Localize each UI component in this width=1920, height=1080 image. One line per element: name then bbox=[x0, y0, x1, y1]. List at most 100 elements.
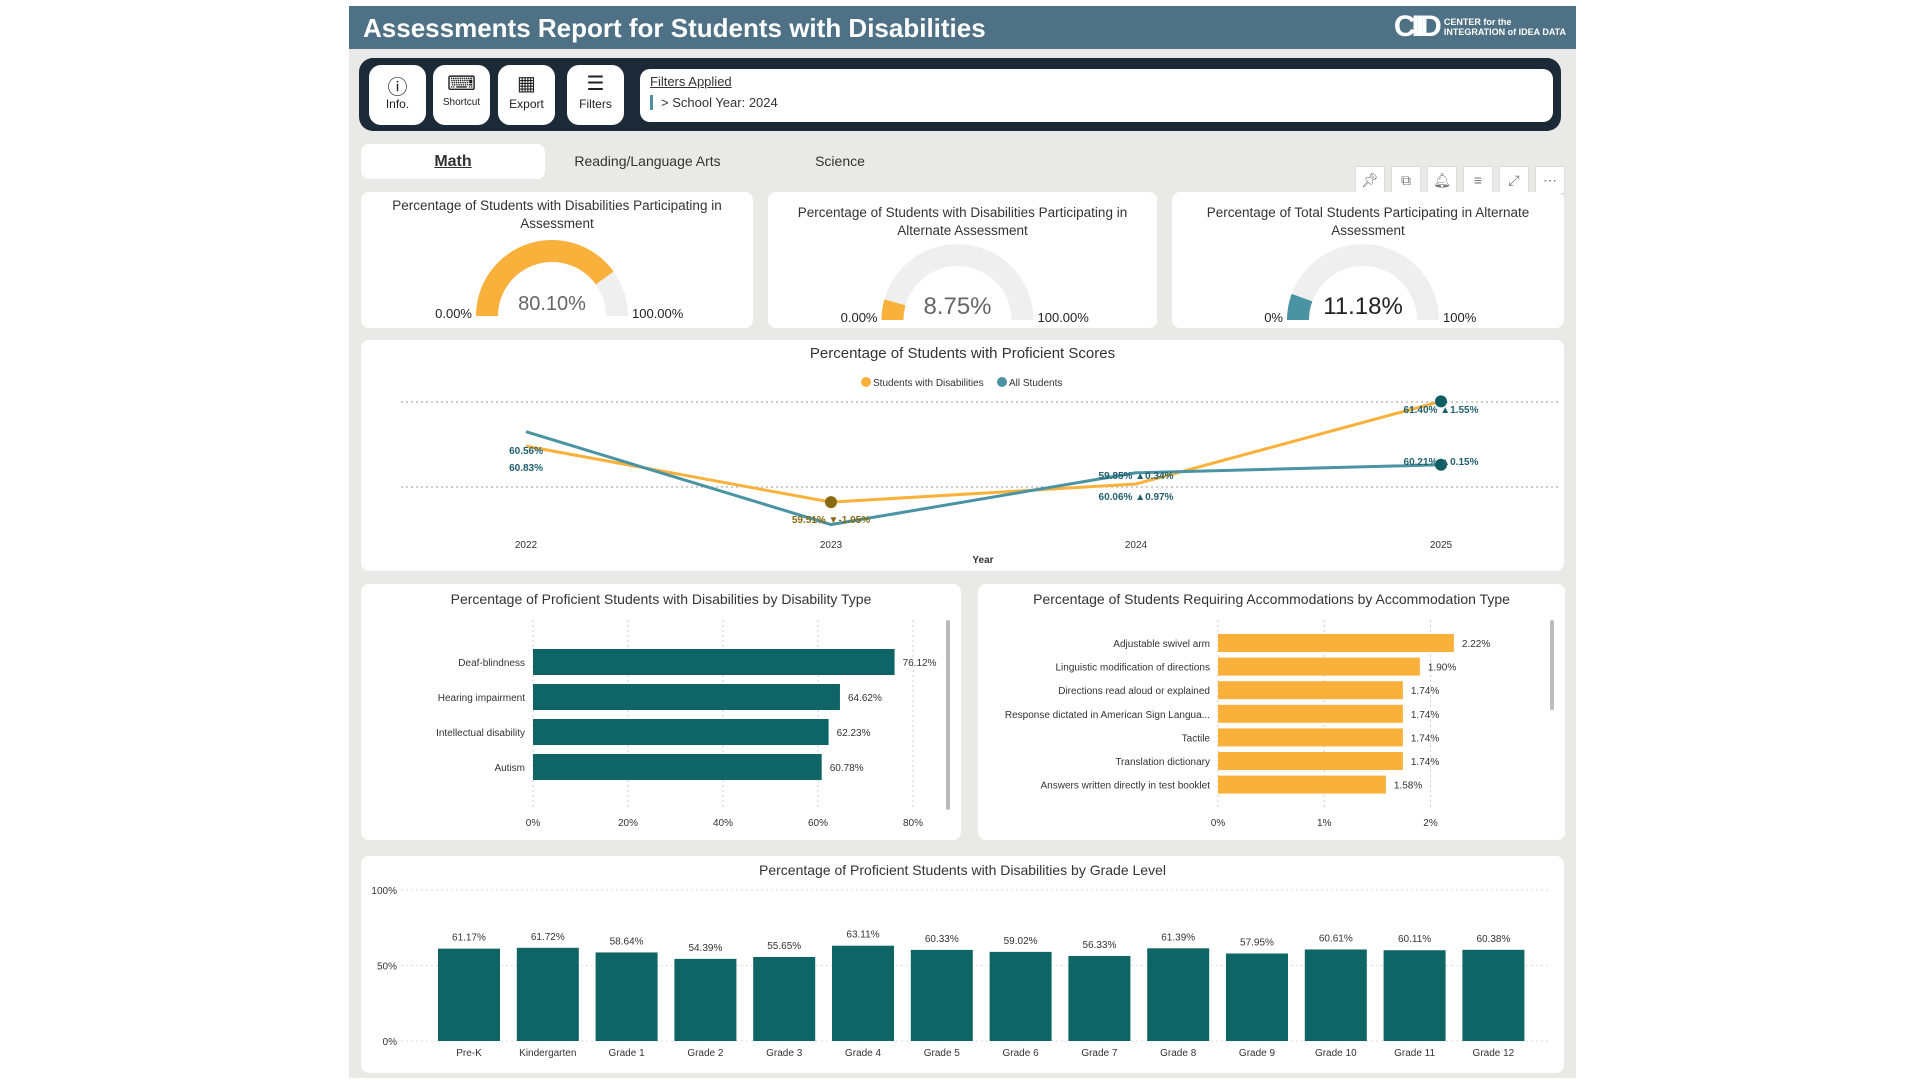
gauge-track bbox=[881, 244, 1034, 320]
gauge-fill bbox=[881, 299, 906, 320]
chart-title: Percentage of Students Requiring Accommo… bbox=[1033, 591, 1510, 607]
data-label: 59.51% ▼-1.05% bbox=[792, 515, 870, 526]
disability-type-bar-chart: Percentage of Proficient Students with D… bbox=[361, 584, 961, 840]
bar bbox=[1226, 953, 1288, 1041]
x-tick-label: 60% bbox=[808, 818, 828, 829]
sliders-icon: ☰ bbox=[586, 73, 605, 95]
x-tick-label: 2024 bbox=[1125, 540, 1148, 551]
bell-icon[interactable]: 🔔︎ bbox=[1427, 166, 1457, 194]
x-tick-label: Grade 6 bbox=[1003, 1048, 1040, 1059]
x-tick-label: 80% bbox=[903, 818, 923, 829]
report-header: Assessments Report for Students with Dis… bbox=[349, 6, 1576, 49]
proficient-scores-line-chart: Percentage of Students with Proficient S… bbox=[361, 340, 1564, 571]
x-tick-label: Grade 1 bbox=[609, 1048, 646, 1059]
x-tick-label: 1% bbox=[1317, 818, 1332, 829]
data-point bbox=[1435, 395, 1447, 408]
data-label: 76.12% bbox=[903, 658, 937, 669]
gauge-value: 8.75% bbox=[923, 293, 991, 320]
bar bbox=[989, 951, 1052, 1041]
chart-title: Percentage of Proficient Students with D… bbox=[450, 591, 872, 607]
tab-reading-language-arts[interactable]: Reading/Language Arts bbox=[574, 153, 721, 169]
more-options-icon[interactable]: ⋯ bbox=[1535, 166, 1565, 194]
data-label: 59.85% ▲0.34% bbox=[1099, 471, 1174, 482]
category-label: Hearing impairment bbox=[438, 693, 525, 704]
gauge-title: Percentage of Students with Disabilities… bbox=[797, 205, 1128, 238]
tab-math[interactable]: Math bbox=[361, 144, 545, 179]
x-tick-label: 40% bbox=[713, 818, 733, 829]
data-label: 60.06% ▲0.97% bbox=[1099, 492, 1174, 503]
focus-mode-icon[interactable]: ⤢ bbox=[1499, 166, 1529, 194]
gauge-card: Percentage of Total Students Participati… bbox=[1172, 192, 1564, 328]
data-label: 1.58% bbox=[1394, 781, 1422, 792]
x-tick-label: Kindergarten bbox=[519, 1048, 576, 1059]
info-icon: ⓘ bbox=[387, 77, 408, 99]
data-label: 56.33% bbox=[1082, 940, 1116, 951]
legend-marker bbox=[997, 377, 1007, 387]
copy-icon[interactable]: ⧉ bbox=[1391, 166, 1421, 194]
gauge-min-label: 0% bbox=[1264, 310, 1283, 325]
data-label: 60.83% bbox=[509, 463, 543, 474]
x-tick-label: Grade 8 bbox=[1160, 1048, 1197, 1059]
category-label: Answers written directly in test booklet bbox=[1040, 781, 1210, 792]
data-label: 1.90% bbox=[1428, 663, 1456, 674]
data-label: 55.65% bbox=[767, 941, 801, 952]
bar bbox=[753, 956, 816, 1041]
x-tick-label: 2022 bbox=[515, 540, 538, 551]
x-tick-label: Grade 12 bbox=[1473, 1048, 1515, 1059]
x-tick-label: Grade 2 bbox=[687, 1048, 724, 1059]
bar bbox=[1218, 728, 1403, 747]
gauge-card: Percentage of Students with Disabilities… bbox=[361, 192, 753, 328]
data-label: 60.11% bbox=[1398, 934, 1431, 945]
data-label: 57.95% bbox=[1240, 937, 1274, 948]
tab-science[interactable]: Science bbox=[815, 153, 865, 169]
toolbar: ⓘ Info. ⌨ Shortcut ▦ Export ☰ Filters Filter… bbox=[359, 58, 1561, 131]
gauge-max-label: 100% bbox=[1443, 310, 1477, 325]
filters-applied-link[interactable]: Filters Applied bbox=[650, 74, 732, 89]
gauge-track bbox=[1287, 244, 1439, 320]
bar bbox=[533, 719, 829, 745]
shortcut-button[interactable]: ⌨ Shortcut bbox=[433, 65, 490, 125]
y-tick-label: 50% bbox=[377, 962, 397, 973]
gauge-max-label: 100.00% bbox=[1038, 310, 1090, 325]
bar bbox=[533, 754, 822, 780]
bar bbox=[1383, 950, 1446, 1041]
bar bbox=[1462, 949, 1525, 1041]
series-line bbox=[525, 430, 1442, 527]
legend-label: Students with Disabilities bbox=[873, 378, 984, 389]
data-label: 61.17% bbox=[452, 933, 486, 944]
category-label: Deaf-blindness bbox=[458, 658, 525, 669]
page-title: Assessments Report for Students with Dis… bbox=[363, 13, 986, 43]
filters-button[interactable]: ☰ Filters bbox=[567, 65, 624, 125]
pin-icon[interactable]: 📌︎ bbox=[1355, 166, 1385, 194]
x-tick-label: 0% bbox=[526, 818, 541, 829]
y-tick-label: 0% bbox=[383, 1037, 398, 1048]
x-tick-label: Grade 7 bbox=[1081, 1048, 1118, 1059]
accommodation-type-bar-chart: Percentage of Students Requiring Accommo… bbox=[978, 584, 1565, 840]
filter-icon[interactable]: ≡ bbox=[1463, 166, 1493, 194]
x-tick-label: Pre-K bbox=[456, 1048, 482, 1059]
filter-value: > School Year: 2024 bbox=[650, 95, 1543, 110]
series-line bbox=[525, 399, 1442, 504]
bar bbox=[1218, 775, 1386, 794]
data-label: 1.74% bbox=[1411, 686, 1439, 697]
bar bbox=[832, 945, 894, 1041]
export-button[interactable]: ▦ Export bbox=[498, 65, 555, 125]
bar bbox=[1218, 704, 1403, 723]
category-label: Directions read aloud or explained bbox=[1058, 686, 1210, 697]
gauge-title: Percentage of Students with Disabilities… bbox=[392, 198, 722, 231]
filters-applied-panel: Filters Applied > School Year: 2024 bbox=[640, 69, 1553, 122]
data-label: 2.22% bbox=[1462, 639, 1490, 650]
x-tick-label: 2025 bbox=[1430, 540, 1453, 551]
legend-label: All Students bbox=[1009, 378, 1062, 389]
data-label: 61.40% ▲1.55% bbox=[1404, 405, 1479, 416]
gauge-card: Percentage of Students with Disabilities… bbox=[768, 192, 1157, 328]
category-label: Translation dictionary bbox=[1115, 757, 1210, 768]
gauge-max-label: 100.00% bbox=[632, 306, 684, 321]
category-label: Adjustable swivel arm bbox=[1113, 639, 1210, 650]
export-label: Export bbox=[509, 97, 544, 111]
x-tick-label: Grade 10 bbox=[1315, 1048, 1357, 1059]
data-label: 59.02% bbox=[1004, 936, 1038, 947]
category-label: Response dictated in American Sign Langu… bbox=[1005, 710, 1210, 721]
info-button[interactable]: ⓘ Info. bbox=[369, 65, 426, 125]
scrollbar bbox=[946, 620, 950, 810]
